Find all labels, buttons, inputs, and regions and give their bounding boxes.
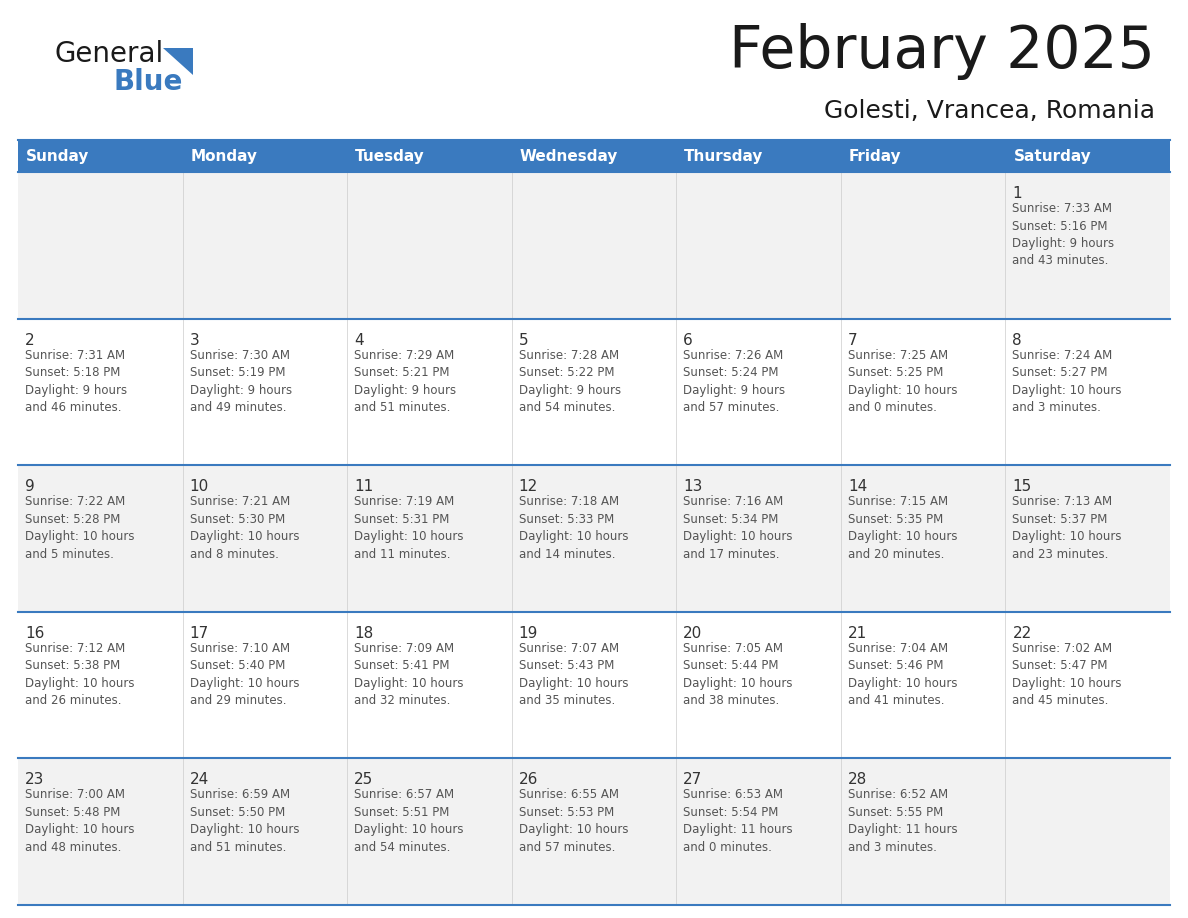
Text: February 2025: February 2025 (729, 23, 1155, 80)
Text: Wednesday: Wednesday (519, 149, 618, 163)
Text: 4: 4 (354, 332, 364, 348)
Text: 12: 12 (519, 479, 538, 494)
Text: Sunrise: 7:21 AM
Sunset: 5:30 PM
Daylight: 10 hours
and 8 minutes.: Sunrise: 7:21 AM Sunset: 5:30 PM Dayligh… (190, 495, 299, 561)
Text: Sunrise: 7:26 AM
Sunset: 5:24 PM
Daylight: 9 hours
and 57 minutes.: Sunrise: 7:26 AM Sunset: 5:24 PM Dayligh… (683, 349, 785, 414)
Text: 14: 14 (848, 479, 867, 494)
Text: 26: 26 (519, 772, 538, 788)
Text: Sunrise: 7:13 AM
Sunset: 5:37 PM
Daylight: 10 hours
and 23 minutes.: Sunrise: 7:13 AM Sunset: 5:37 PM Dayligh… (1012, 495, 1121, 561)
Text: Sunrise: 7:10 AM
Sunset: 5:40 PM
Daylight: 10 hours
and 29 minutes.: Sunrise: 7:10 AM Sunset: 5:40 PM Dayligh… (190, 642, 299, 707)
Text: Sunrise: 7:28 AM
Sunset: 5:22 PM
Daylight: 9 hours
and 54 minutes.: Sunrise: 7:28 AM Sunset: 5:22 PM Dayligh… (519, 349, 621, 414)
Bar (18, 758, 1170, 905)
Text: 19: 19 (519, 626, 538, 641)
Text: 20: 20 (683, 626, 702, 641)
Polygon shape (163, 48, 192, 75)
Text: Sunrise: 6:59 AM
Sunset: 5:50 PM
Daylight: 10 hours
and 51 minutes.: Sunrise: 6:59 AM Sunset: 5:50 PM Dayligh… (190, 789, 299, 854)
Text: 11: 11 (354, 479, 373, 494)
Text: Sunrise: 7:16 AM
Sunset: 5:34 PM
Daylight: 10 hours
and 17 minutes.: Sunrise: 7:16 AM Sunset: 5:34 PM Dayligh… (683, 495, 792, 561)
Text: Sunrise: 7:04 AM
Sunset: 5:46 PM
Daylight: 10 hours
and 41 minutes.: Sunrise: 7:04 AM Sunset: 5:46 PM Dayligh… (848, 642, 958, 707)
Text: 1: 1 (1012, 186, 1022, 201)
Text: Sunrise: 7:07 AM
Sunset: 5:43 PM
Daylight: 10 hours
and 35 minutes.: Sunrise: 7:07 AM Sunset: 5:43 PM Dayligh… (519, 642, 628, 707)
Text: Sunrise: 7:24 AM
Sunset: 5:27 PM
Daylight: 10 hours
and 3 minutes.: Sunrise: 7:24 AM Sunset: 5:27 PM Dayligh… (1012, 349, 1121, 414)
Text: Sunrise: 7:22 AM
Sunset: 5:28 PM
Daylight: 10 hours
and 5 minutes.: Sunrise: 7:22 AM Sunset: 5:28 PM Dayligh… (25, 495, 134, 561)
Text: 3: 3 (190, 332, 200, 348)
Text: General: General (55, 40, 164, 68)
Text: 2: 2 (25, 332, 34, 348)
Text: Sunrise: 6:53 AM
Sunset: 5:54 PM
Daylight: 11 hours
and 0 minutes.: Sunrise: 6:53 AM Sunset: 5:54 PM Dayligh… (683, 789, 792, 854)
Text: Golesti, Vrancea, Romania: Golesti, Vrancea, Romania (824, 99, 1155, 123)
Text: Sunrise: 7:30 AM
Sunset: 5:19 PM
Daylight: 9 hours
and 49 minutes.: Sunrise: 7:30 AM Sunset: 5:19 PM Dayligh… (190, 349, 292, 414)
Text: 7: 7 (848, 332, 858, 348)
Bar (18, 465, 1170, 611)
Text: Sunrise: 7:29 AM
Sunset: 5:21 PM
Daylight: 9 hours
and 51 minutes.: Sunrise: 7:29 AM Sunset: 5:21 PM Dayligh… (354, 349, 456, 414)
Text: Monday: Monday (190, 149, 258, 163)
Bar (18, 172, 1170, 319)
Text: 15: 15 (1012, 479, 1031, 494)
Text: 5: 5 (519, 332, 529, 348)
Text: Saturday: Saturday (1013, 149, 1092, 163)
Text: 22: 22 (1012, 626, 1031, 641)
Text: Sunrise: 7:15 AM
Sunset: 5:35 PM
Daylight: 10 hours
and 20 minutes.: Sunrise: 7:15 AM Sunset: 5:35 PM Dayligh… (848, 495, 958, 561)
Text: Sunrise: 7:33 AM
Sunset: 5:16 PM
Daylight: 9 hours
and 43 minutes.: Sunrise: 7:33 AM Sunset: 5:16 PM Dayligh… (1012, 202, 1114, 267)
Text: 10: 10 (190, 479, 209, 494)
Text: Sunrise: 7:19 AM
Sunset: 5:31 PM
Daylight: 10 hours
and 11 minutes.: Sunrise: 7:19 AM Sunset: 5:31 PM Dayligh… (354, 495, 463, 561)
Text: 16: 16 (25, 626, 44, 641)
Text: Sunrise: 7:02 AM
Sunset: 5:47 PM
Daylight: 10 hours
and 45 minutes.: Sunrise: 7:02 AM Sunset: 5:47 PM Dayligh… (1012, 642, 1121, 707)
Text: Sunrise: 7:18 AM
Sunset: 5:33 PM
Daylight: 10 hours
and 14 minutes.: Sunrise: 7:18 AM Sunset: 5:33 PM Dayligh… (519, 495, 628, 561)
Text: Sunrise: 6:52 AM
Sunset: 5:55 PM
Daylight: 11 hours
and 3 minutes.: Sunrise: 6:52 AM Sunset: 5:55 PM Dayligh… (848, 789, 958, 854)
Text: Thursday: Thursday (684, 149, 764, 163)
Text: 17: 17 (190, 626, 209, 641)
Bar (18, 611, 1170, 758)
Text: 28: 28 (848, 772, 867, 788)
Text: Friday: Friday (849, 149, 902, 163)
Bar (18, 319, 1170, 465)
Text: 13: 13 (683, 479, 702, 494)
Text: 18: 18 (354, 626, 373, 641)
Text: Sunrise: 7:12 AM
Sunset: 5:38 PM
Daylight: 10 hours
and 26 minutes.: Sunrise: 7:12 AM Sunset: 5:38 PM Dayligh… (25, 642, 134, 707)
Text: Sunrise: 6:55 AM
Sunset: 5:53 PM
Daylight: 10 hours
and 57 minutes.: Sunrise: 6:55 AM Sunset: 5:53 PM Dayligh… (519, 789, 628, 854)
Text: 23: 23 (25, 772, 44, 788)
Text: Sunrise: 7:00 AM
Sunset: 5:48 PM
Daylight: 10 hours
and 48 minutes.: Sunrise: 7:00 AM Sunset: 5:48 PM Dayligh… (25, 789, 134, 854)
Text: 9: 9 (25, 479, 34, 494)
Bar (18, 140, 1170, 172)
Text: Sunrise: 7:05 AM
Sunset: 5:44 PM
Daylight: 10 hours
and 38 minutes.: Sunrise: 7:05 AM Sunset: 5:44 PM Dayligh… (683, 642, 792, 707)
Text: 21: 21 (848, 626, 867, 641)
Text: 27: 27 (683, 772, 702, 788)
Text: 6: 6 (683, 332, 693, 348)
Text: Sunrise: 6:57 AM
Sunset: 5:51 PM
Daylight: 10 hours
and 54 minutes.: Sunrise: 6:57 AM Sunset: 5:51 PM Dayligh… (354, 789, 463, 854)
Text: 24: 24 (190, 772, 209, 788)
Text: Sunrise: 7:25 AM
Sunset: 5:25 PM
Daylight: 10 hours
and 0 minutes.: Sunrise: 7:25 AM Sunset: 5:25 PM Dayligh… (848, 349, 958, 414)
Text: Sunrise: 7:31 AM
Sunset: 5:18 PM
Daylight: 9 hours
and 46 minutes.: Sunrise: 7:31 AM Sunset: 5:18 PM Dayligh… (25, 349, 127, 414)
Text: Blue: Blue (113, 68, 183, 96)
Text: Sunday: Sunday (26, 149, 89, 163)
Text: Sunrise: 7:09 AM
Sunset: 5:41 PM
Daylight: 10 hours
and 32 minutes.: Sunrise: 7:09 AM Sunset: 5:41 PM Dayligh… (354, 642, 463, 707)
Text: 8: 8 (1012, 332, 1022, 348)
Text: Tuesday: Tuesday (355, 149, 425, 163)
Text: 25: 25 (354, 772, 373, 788)
